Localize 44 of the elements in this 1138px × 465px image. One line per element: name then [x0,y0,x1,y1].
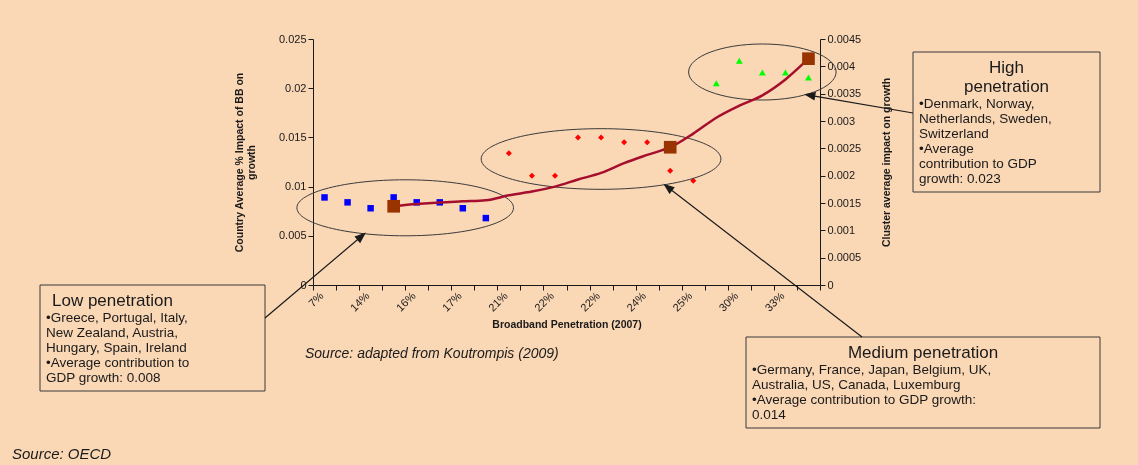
y2-tick-label: 0.002 [827,169,856,182]
point [644,139,651,146]
point [712,80,720,87]
text: High penetration •Denmark, Norway, Netherlands, Sweden, Switzerland •Average contribution to GDP growth: 0.023 [919,57,1052,186]
point [387,199,400,213]
point [344,199,351,206]
point [663,140,677,154]
x-axis-title: Broadband Penetration (2007) [492,317,642,330]
point [551,172,558,179]
point [390,194,397,201]
point [667,167,674,174]
y2-tick-label: 0 [827,278,834,291]
point [735,57,743,64]
x-tick-label: 30% [716,289,741,314]
y2-tick-label: 0.0025 [827,141,862,154]
point [505,150,512,157]
y-tick-label: 0.025 [278,32,307,45]
y2-tick-label: 0.0005 [827,251,862,264]
point [802,52,815,65]
point [598,134,605,141]
point [621,139,628,146]
y2-tick-label: 0.001 [827,223,856,236]
y2-tick-label: 0.0045 [827,32,862,45]
source-note: Source: OECD [12,445,112,462]
y-tick-label: 0.02 [285,81,307,94]
y2-tick-label: 0.0035 [827,87,862,100]
y-tick-label: 0.01 [285,180,307,193]
y-tick-label: 0 [300,278,307,291]
point [575,134,582,141]
y-tick-label: 0.005 [278,229,307,242]
y2-tick-label: 0.0015 [827,196,862,209]
x-tick-label: 7% [305,289,326,310]
y2-tick-label: 0.003 [827,114,856,127]
y2-tick-label: 0.004 [827,59,856,72]
y-tick-label: 0.015 [278,130,307,143]
x-tick-label: 33% [762,289,787,314]
point [367,205,374,212]
text: Low penetration •Greece, Portugal, Italy, New Zealand, Austria, Hungary, Spain, Ireland •Average contribution to GDP growth: 0.008 [46,290,190,385]
point [321,194,328,201]
text: Medium penetration •Germany, France, Japan, Belgium, UK, Australia, US, Canada, Luxemburg •Average contribution to GDP growth: 0.014 [752,342,999,422]
y-axis-title: Country Average % Impact of BB on growth [232,72,257,253]
source-note: Source: adapted from Koutrompis (2009) [305,345,559,361]
y2-axis-title: Cluster average impact on growth [879,77,892,248]
point [528,172,535,179]
